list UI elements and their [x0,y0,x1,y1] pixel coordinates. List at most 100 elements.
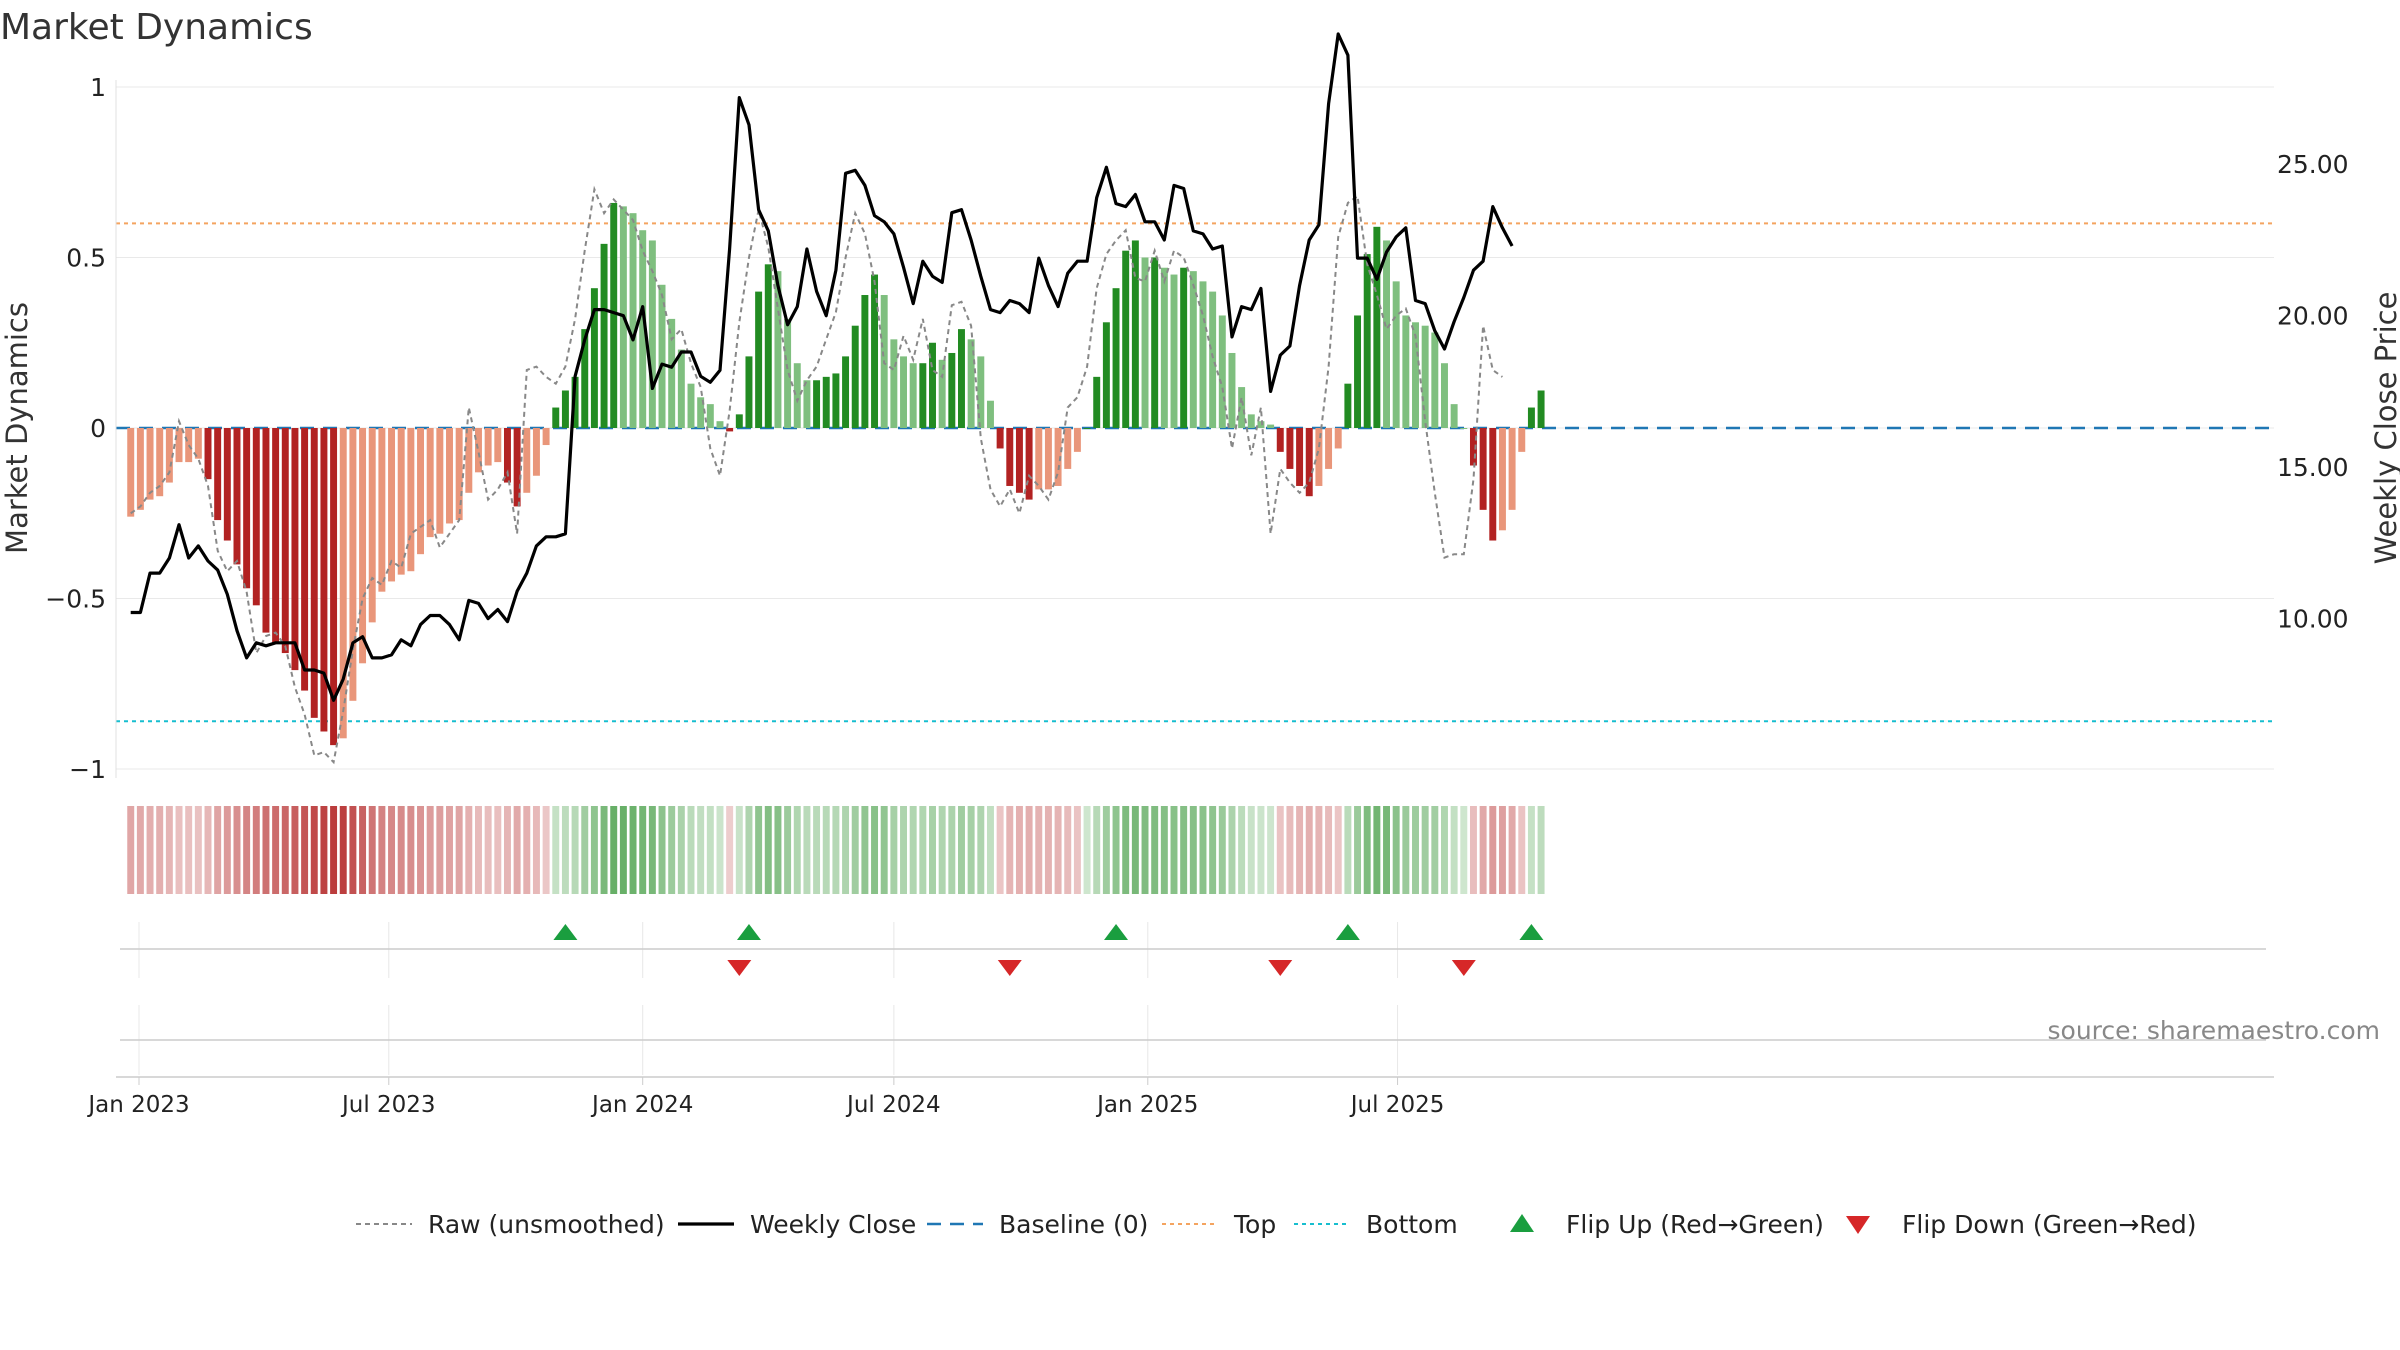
heat-strip-cell [1537,806,1545,894]
dynamics-bar [388,428,396,582]
dynamics-bar [484,428,492,466]
heat-strip-cell [243,806,251,894]
flip-up-marker [553,924,578,940]
dynamics-bar [1441,363,1448,428]
x-tick-label: Jul 2024 [845,1092,941,1118]
dynamics-bar [1276,428,1284,452]
dynamics-bar [475,428,482,473]
heat-strip-cell [1450,806,1458,894]
dynamics-bar [223,428,231,541]
threshold-lines [116,222,2274,723]
heat-strip-cell [938,806,946,894]
heat-strip-cell [426,806,434,894]
dynamics-bar [938,359,946,428]
heat-strip-cell [1044,806,1052,894]
heat-strip-cell [1209,806,1217,894]
heat-strip-cell [996,806,1004,894]
heat-strip-cell [1315,806,1323,894]
flip-down-marker [997,960,1022,976]
dynamics-bar [1450,404,1458,428]
heat-strip-cell [465,806,473,894]
dynamics-bar [851,325,859,428]
dynamics-bar [1093,376,1101,428]
y2-tick-label: 15.00 [2277,453,2349,482]
heat-strip-cell [1373,806,1381,894]
legend-flip-down-label: Flip Down (Green→Red) [1902,1210,2197,1239]
y2-tick-label: 20.00 [2277,302,2349,331]
dynamics-bar [842,356,850,428]
heat-strip-cell [687,806,695,894]
dynamics-bar [214,428,222,521]
dynamics-bar [1044,428,1052,490]
heat-strip-cell [233,806,241,894]
heat-strip-cell [561,806,569,894]
heat-strip-cell [1508,806,1516,894]
heat-strip-cell [252,806,260,894]
heat-strip-cell [1527,806,1535,894]
y-axis-label: Market Dynamics [0,302,34,554]
dynamics-bar [890,339,898,428]
dynamics-bar [436,428,444,534]
dynamics-bar [426,428,434,538]
y-tick-label: −1 [69,755,106,784]
legend: Raw (unsmoothed) Weekly Close Baseline (0)… [356,1210,2197,1239]
dynamics-bar [986,400,994,428]
heat-strip-cell [1247,806,1255,894]
dynamics-bar [948,352,956,428]
dynamics-bar [1392,281,1400,428]
dynamics-bar [330,428,338,746]
heat-strip-cell [310,806,318,894]
x-tick-label: Jan 2023 [86,1092,189,1118]
dynamics-bar [1083,428,1091,429]
heat-strip-cell [900,806,907,894]
dynamics-bar [1209,291,1217,428]
dynamics-bar [513,428,521,507]
dynamics-bar [668,318,676,428]
dynamics-bar [1247,414,1255,428]
dynamics-bar [1412,322,1419,428]
heat-strip-cell [803,806,811,894]
heat-strip-cell [552,806,560,894]
dynamics-bar [397,428,405,575]
dynamics-bar [301,428,309,691]
dynamics-bar [977,356,985,428]
dynamics-bar [1334,428,1342,449]
heat-strip-cell [359,806,367,894]
x-tick-label: Jul 2025 [1349,1092,1445,1118]
heat-strip-cell [1083,806,1091,894]
dynamics-bar [1354,315,1362,428]
dynamics-bar [1218,315,1226,428]
dynamics-bar [648,240,656,428]
heat-strip-cell [513,806,521,894]
heat-strip-cell [581,806,589,894]
heat-strip-cell [214,806,222,894]
dynamics-bar [813,380,821,428]
heat-strip-cell [532,806,540,894]
grid-lines [116,86,2274,1075]
dynamics-bar [822,376,830,428]
dynamics-bar [542,428,550,446]
dynamics-bar [1180,267,1188,428]
heat-strip-cell [262,806,270,894]
heat-strip-cell [958,806,965,894]
dynamics-bar [1498,428,1506,531]
heat-strip-cell [1093,806,1101,894]
dynamics-bar [1286,428,1294,469]
legend-baseline-label: Baseline (0) [999,1210,1148,1239]
flip-up-marker [1335,924,1360,940]
dynamics-bar [1228,352,1236,428]
heat-strip-cell [1257,806,1265,894]
dynamics-bar [156,428,164,497]
heat-strip-cell [1218,806,1226,894]
heat-strip-cell [735,806,743,894]
dynamics-bar [726,428,734,432]
dynamics-bar [146,428,154,500]
dynamics-bar [243,428,251,589]
dynamics-bar [1102,322,1110,428]
heat-strip-cell [764,806,772,894]
heat-strip-cell [223,806,231,894]
dynamics-bar [1363,254,1371,428]
dynamics-bar [503,428,511,483]
y2-axis-label: Weekly Close Price [2369,292,2400,565]
heat-strip-cell [822,806,830,894]
